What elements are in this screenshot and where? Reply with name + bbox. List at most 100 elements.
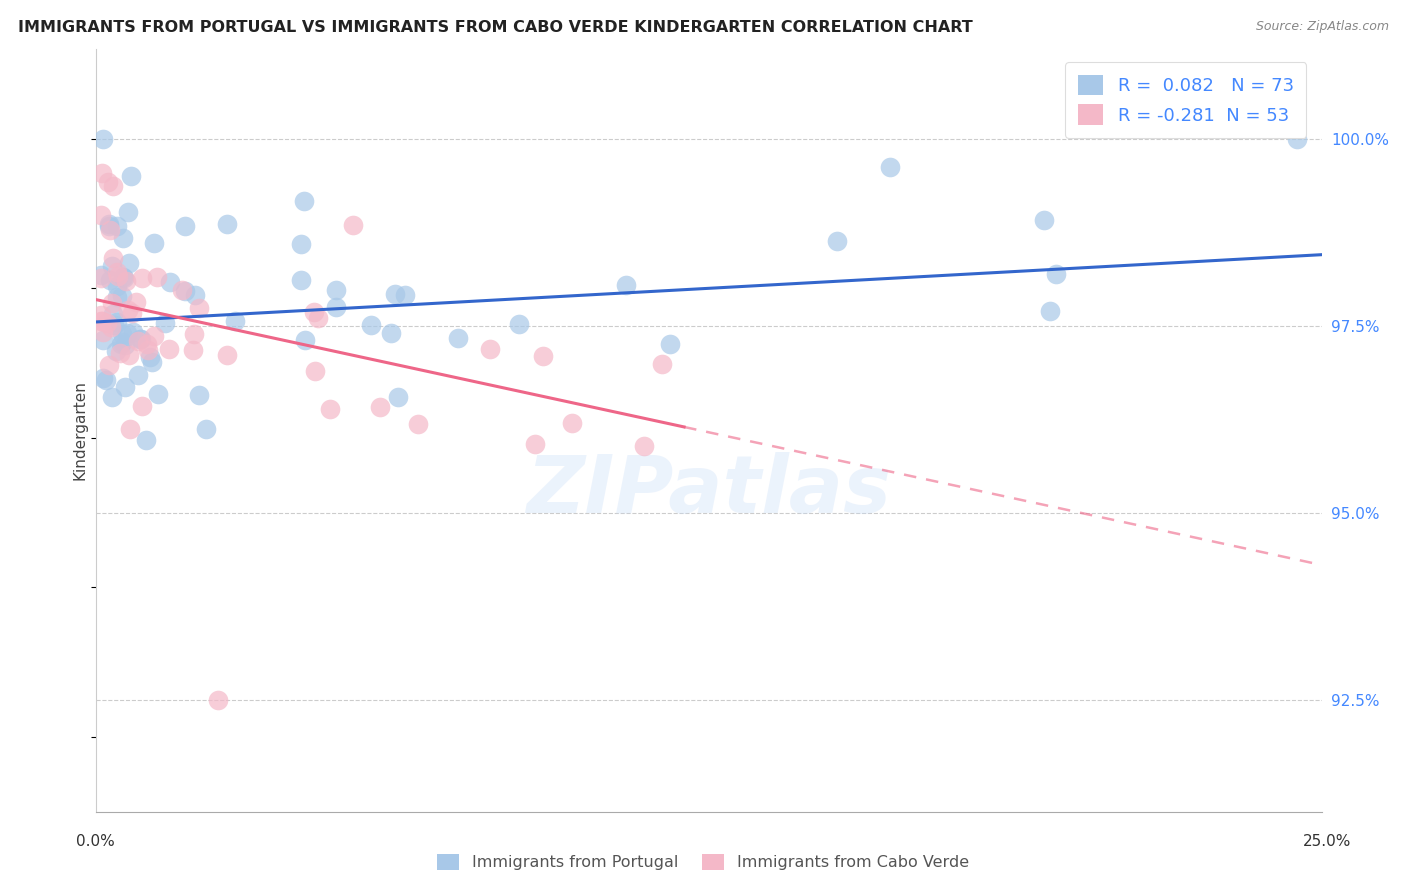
- Point: [103, 318, 125, 332]
- Point: [651, 357, 673, 371]
- Text: 0.0%: 0.0%: [76, 834, 115, 849]
- Point: [91, 325, 114, 339]
- Point: [135, 336, 157, 351]
- Legend: R =  0.082   N = 73, R = -0.281  N = 53: R = 0.082 N = 73, R = -0.281 N = 53: [1066, 62, 1306, 138]
- Point: [105, 279, 128, 293]
- Point: [290, 236, 312, 251]
- Point: [159, 275, 181, 289]
- Point: [94, 373, 117, 387]
- Point: [188, 301, 211, 315]
- Point: [91, 371, 114, 385]
- Point: [215, 348, 238, 362]
- Point: [508, 317, 530, 331]
- Point: [124, 294, 146, 309]
- Point: [215, 217, 238, 231]
- Point: [98, 219, 121, 233]
- Point: [136, 343, 159, 358]
- Point: [111, 231, 134, 245]
- Point: [447, 331, 470, 345]
- Point: [633, 439, 655, 453]
- Point: [143, 235, 166, 250]
- Point: [90, 268, 112, 282]
- Text: Source: ZipAtlas.com: Source: ZipAtlas.com: [1256, 20, 1389, 33]
- Point: [121, 305, 143, 319]
- Point: [97, 217, 120, 231]
- Point: [100, 320, 122, 334]
- Point: [307, 311, 329, 326]
- Point: [302, 305, 325, 319]
- Legend: Immigrants from Portugal, Immigrants from Cabo Verde: Immigrants from Portugal, Immigrants fro…: [430, 847, 976, 877]
- Point: [118, 422, 141, 436]
- Point: [127, 368, 149, 382]
- Point: [101, 259, 124, 273]
- Point: [117, 205, 139, 219]
- Point: [131, 399, 153, 413]
- Point: [1033, 213, 1056, 227]
- Point: [207, 692, 229, 706]
- Point: [101, 307, 124, 321]
- Point: [117, 256, 139, 270]
- Text: 25.0%: 25.0%: [1303, 834, 1351, 849]
- Point: [318, 402, 340, 417]
- Point: [90, 270, 112, 285]
- Point: [157, 342, 180, 356]
- Point: [100, 390, 122, 404]
- Point: [97, 175, 120, 189]
- Point: [111, 335, 134, 350]
- Point: [825, 234, 848, 248]
- Point: [111, 288, 134, 302]
- Point: [91, 166, 114, 180]
- Point: [384, 286, 406, 301]
- Point: [879, 161, 901, 175]
- Point: [98, 272, 121, 286]
- Point: [129, 332, 152, 346]
- Point: [174, 284, 197, 298]
- Point: [103, 178, 125, 193]
- Point: [135, 434, 157, 448]
- Point: [101, 296, 124, 310]
- Point: [187, 388, 209, 402]
- Point: [107, 219, 129, 233]
- Point: [183, 326, 205, 341]
- Point: [224, 313, 246, 327]
- Point: [112, 270, 135, 285]
- Point: [531, 349, 554, 363]
- Point: [479, 343, 502, 357]
- Point: [292, 194, 315, 209]
- Point: [523, 437, 546, 451]
- Point: [325, 283, 347, 297]
- Point: [97, 358, 120, 372]
- Point: [90, 208, 112, 222]
- Text: IMMIGRANTS FROM PORTUGAL VS IMMIGRANTS FROM CABO VERDE KINDERGARTEN CORRELATION : IMMIGRANTS FROM PORTUGAL VS IMMIGRANTS F…: [18, 20, 973, 35]
- Point: [146, 270, 169, 285]
- Point: [105, 290, 128, 304]
- Point: [112, 270, 135, 285]
- Point: [91, 333, 114, 347]
- Point: [360, 318, 382, 333]
- Point: [90, 314, 112, 328]
- Point: [141, 354, 163, 368]
- Point: [1039, 303, 1062, 318]
- Point: [131, 271, 153, 285]
- Point: [153, 316, 176, 330]
- Point: [118, 348, 141, 362]
- Point: [658, 337, 681, 351]
- Point: [380, 326, 402, 340]
- Point: [108, 346, 131, 360]
- Point: [184, 288, 207, 302]
- Point: [195, 422, 218, 436]
- Point: [115, 326, 138, 340]
- Point: [105, 315, 128, 329]
- Point: [110, 337, 132, 351]
- Point: [408, 417, 430, 431]
- Point: [115, 274, 138, 288]
- Point: [174, 219, 197, 233]
- Point: [122, 325, 145, 339]
- Point: [304, 364, 326, 378]
- Point: [107, 268, 129, 283]
- Point: [368, 400, 391, 414]
- Point: [114, 337, 136, 351]
- Y-axis label: Kindergarten: Kindergarten: [72, 381, 87, 480]
- Point: [614, 277, 637, 292]
- Point: [181, 343, 204, 357]
